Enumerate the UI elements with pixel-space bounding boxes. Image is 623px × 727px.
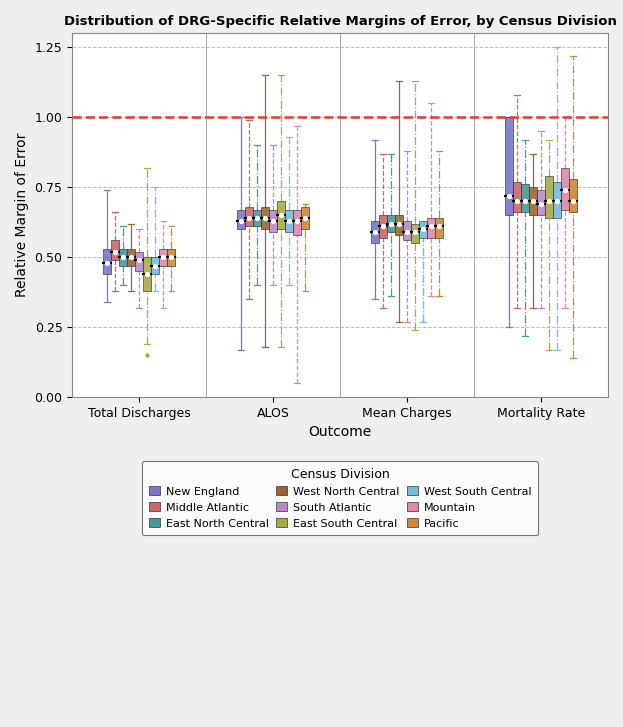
Title: Distribution of DRG-Specific Relative Margins of Error, by Census Division: Distribution of DRG-Specific Relative Ma… <box>64 15 617 28</box>
FancyBboxPatch shape <box>245 207 253 226</box>
FancyBboxPatch shape <box>513 182 521 212</box>
FancyBboxPatch shape <box>135 252 143 271</box>
FancyBboxPatch shape <box>237 209 245 229</box>
FancyBboxPatch shape <box>419 221 427 238</box>
FancyBboxPatch shape <box>403 221 411 241</box>
FancyBboxPatch shape <box>293 209 302 235</box>
FancyBboxPatch shape <box>411 224 419 244</box>
FancyBboxPatch shape <box>545 176 553 218</box>
FancyBboxPatch shape <box>569 179 577 212</box>
FancyBboxPatch shape <box>159 249 168 265</box>
FancyBboxPatch shape <box>269 209 277 232</box>
FancyBboxPatch shape <box>537 190 545 215</box>
FancyBboxPatch shape <box>111 241 119 260</box>
FancyBboxPatch shape <box>302 207 310 229</box>
FancyBboxPatch shape <box>435 218 444 238</box>
FancyBboxPatch shape <box>168 249 176 265</box>
FancyBboxPatch shape <box>371 221 379 244</box>
FancyBboxPatch shape <box>387 215 395 232</box>
Y-axis label: Relative Margin of Error: Relative Margin of Error <box>15 133 29 297</box>
FancyBboxPatch shape <box>505 117 513 215</box>
FancyBboxPatch shape <box>521 185 529 212</box>
FancyBboxPatch shape <box>151 257 159 274</box>
FancyBboxPatch shape <box>277 201 285 229</box>
FancyBboxPatch shape <box>119 249 127 265</box>
X-axis label: Outcome: Outcome <box>308 425 372 439</box>
FancyBboxPatch shape <box>285 209 293 232</box>
FancyBboxPatch shape <box>143 257 151 291</box>
FancyBboxPatch shape <box>103 249 111 274</box>
FancyBboxPatch shape <box>395 215 403 235</box>
FancyBboxPatch shape <box>553 182 561 218</box>
FancyBboxPatch shape <box>261 207 269 229</box>
FancyBboxPatch shape <box>561 168 569 209</box>
FancyBboxPatch shape <box>379 215 387 238</box>
FancyBboxPatch shape <box>127 249 135 265</box>
FancyBboxPatch shape <box>253 209 261 226</box>
FancyBboxPatch shape <box>529 188 537 215</box>
Legend: New England, Middle Atlantic, East North Central, West North Central, South Atla: New England, Middle Atlantic, East North… <box>142 461 538 535</box>
FancyBboxPatch shape <box>427 218 435 238</box>
